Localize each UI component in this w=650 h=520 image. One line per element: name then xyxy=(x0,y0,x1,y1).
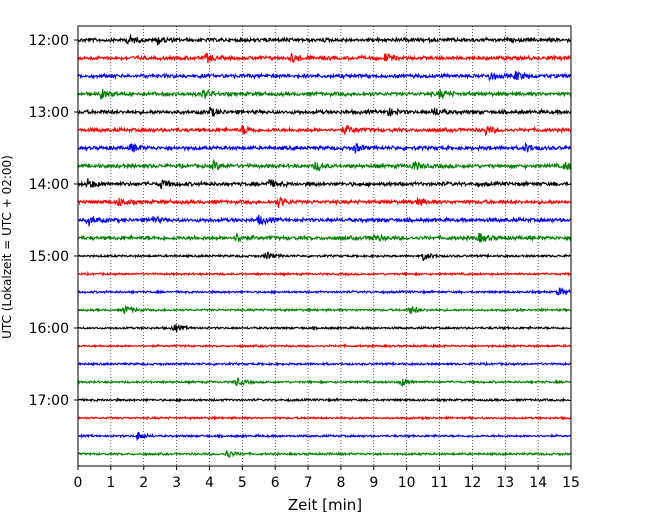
seismic-trace xyxy=(77,178,572,190)
x-axis-label: Zeit [min] xyxy=(288,496,362,514)
seismic-traces xyxy=(77,33,572,459)
y-tick-label: 13:00 xyxy=(29,105,69,121)
seismic-trace xyxy=(77,377,572,388)
x-tick-label: 2 xyxy=(139,475,148,491)
seismic-trace xyxy=(77,124,572,137)
seismic-trace xyxy=(77,304,572,315)
x-tick-label: 7 xyxy=(304,475,313,491)
x-tick-label: 11 xyxy=(431,475,449,491)
x-axis-ticks: 0 1 2 3 4 5 6 7 8 9 10 11 12 13 14 15 xyxy=(74,466,580,491)
seismic-trace xyxy=(77,51,572,64)
seismic-trace xyxy=(77,214,572,228)
x-tick-label: 12 xyxy=(463,475,481,491)
plot-frame xyxy=(77,25,572,467)
seismic-trace xyxy=(77,70,572,82)
seismic-trace xyxy=(77,88,572,100)
y-tick-label: 16:00 xyxy=(29,321,69,337)
x-tick-label: 15 xyxy=(562,475,580,491)
x-tick-label: 5 xyxy=(238,475,247,491)
seismic-trace xyxy=(77,106,572,117)
y-tick-label: 15:00 xyxy=(29,249,69,265)
seismic-trace xyxy=(77,342,572,350)
x-tick-label: 9 xyxy=(369,475,378,491)
seismic-trace xyxy=(77,397,572,403)
x-tick-label: 3 xyxy=(172,475,181,491)
seismic-trace xyxy=(77,415,572,422)
vertical-grid xyxy=(110,26,539,466)
seismic-trace xyxy=(77,196,572,208)
seismic-trace xyxy=(77,450,572,459)
y-axis-label: UTC (Lokalzeit = UTC + 02:00) xyxy=(0,155,14,339)
seismic-trace xyxy=(77,360,572,367)
x-tick-label: 8 xyxy=(336,475,345,491)
y-tick-label: 12:00 xyxy=(29,33,69,49)
x-tick-label: 6 xyxy=(271,475,280,491)
seismic-trace xyxy=(77,286,572,296)
seismic-trace xyxy=(77,158,572,172)
seismic-trace xyxy=(77,232,572,243)
x-tick-label: 13 xyxy=(496,475,514,491)
x-tick-label: 1 xyxy=(106,475,115,491)
y-tick-label: 17:00 xyxy=(29,393,69,409)
seismic-trace xyxy=(77,142,572,155)
seismic-trace xyxy=(77,431,572,441)
x-tick-label: 10 xyxy=(398,475,416,491)
x-tick-label: 0 xyxy=(74,475,83,491)
seismic-trace xyxy=(77,251,572,261)
x-tick-label: 4 xyxy=(205,475,214,491)
y-axis-ticks: 12:00 13:00 14:00 15:00 16:00 17:00 xyxy=(29,33,78,409)
seismic-trace xyxy=(77,33,572,46)
seismic-trace xyxy=(77,324,572,333)
x-tick-label: 14 xyxy=(529,475,547,491)
seismic-trace xyxy=(77,270,572,277)
y-tick-label: 14:00 xyxy=(29,177,69,193)
